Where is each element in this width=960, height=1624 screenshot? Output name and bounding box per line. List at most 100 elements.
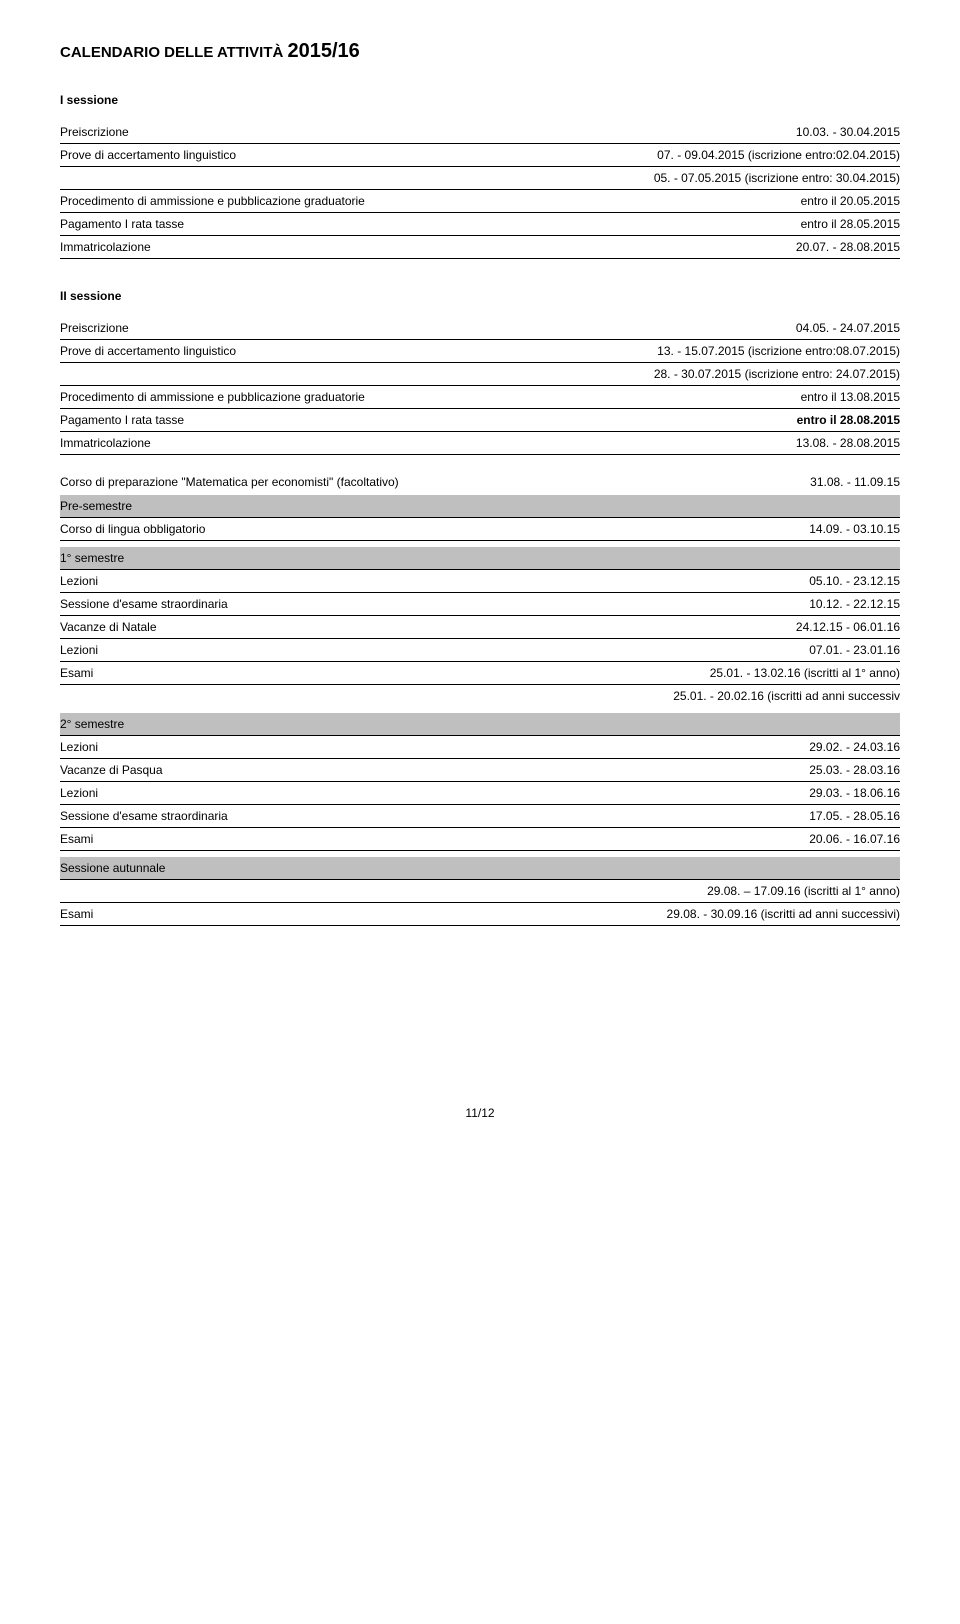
row-label: Lezioni (60, 736, 605, 759)
row-label (60, 363, 525, 386)
row-value: 29.08. – 17.09.16 (iscritti al 1° anno) (165, 880, 900, 903)
row-label: Lezioni (60, 570, 417, 593)
table-row: Pagamento I rata tasseentro il 28.05.201… (60, 213, 900, 236)
table-row: Lezioni05.10. - 23.12.15 (60, 570, 900, 593)
row-value: 05.10. - 23.12.15 (417, 570, 900, 593)
session-1-table: Preiscrizione10.03. - 30.04.2015Prove di… (60, 121, 900, 259)
row-label: Prove di accertamento linguistico (60, 144, 525, 167)
row-value: 17.05. - 28.05.16 (605, 805, 900, 828)
table-row: Procedimento di ammissione e pubblicazio… (60, 386, 900, 409)
table-row: Immatricolazione13.08. - 28.08.2015 (60, 432, 900, 455)
table-row: Vacanze di Natale24.12.15 - 06.01.16 (60, 616, 900, 639)
row-value: 29.02. - 24.03.16 (605, 736, 900, 759)
semestre-2-table: 2° semestreLezioni29.02. - 24.03.16Vacan… (60, 713, 900, 851)
session-1-heading: I sessione (60, 93, 900, 107)
row-value: 29.08. - 30.09.16 (iscritti ad anni succ… (165, 903, 900, 926)
row-label: Prove di accertamento linguistico (60, 340, 525, 363)
table-row: Prove di accertamento linguistico13. - 1… (60, 340, 900, 363)
table-row: 28. - 30.07.2015 (iscrizione entro: 24.0… (60, 363, 900, 386)
title-text-2: 2015/16 (288, 40, 360, 62)
section-header-row: 1° semestre (60, 547, 900, 570)
row-label: Vacanze di Natale (60, 616, 417, 639)
table-row: 05. - 07.05.2015 (iscrizione entro: 30.0… (60, 167, 900, 190)
pre-semestre-table: Pre-semestreCorso di lingua obbligatorio… (60, 495, 900, 541)
row-label: Sessione d'esame straordinaria (60, 593, 417, 616)
table-row: Lezioni07.01. - 23.01.16 (60, 639, 900, 662)
table-row: Vacanze di Pasqua25.03. - 28.03.16 (60, 759, 900, 782)
table-row: Procedimento di ammissione e pubblicazio… (60, 190, 900, 213)
row-label: Immatricolazione (60, 432, 525, 455)
row-value: 10.03. - 30.04.2015 (525, 121, 900, 144)
row-value: 29.03. - 18.06.16 (605, 782, 900, 805)
row-label: Esami (60, 662, 417, 685)
row-value: 28. - 30.07.2015 (iscrizione entro: 24.0… (525, 363, 900, 386)
row-label (60, 880, 165, 903)
table-row: Esami29.08. - 30.09.16 (iscritti ad anni… (60, 903, 900, 926)
title-text-1: CALENDARIO DELLE ATTIVITÀ (60, 44, 288, 61)
section-header: Pre-semestre (60, 495, 900, 518)
table-row: Prove di accertamento linguistico07. - 0… (60, 144, 900, 167)
section-header-row: Sessione autunnale (60, 857, 900, 880)
section-header: 1° semestre (60, 547, 900, 570)
row-label: Lezioni (60, 782, 605, 805)
row-value: 04.05. - 24.07.2015 (525, 317, 900, 340)
row-value: 13. - 15.07.2015 (iscrizione entro:08.07… (525, 340, 900, 363)
row-label: Preiscrizione (60, 317, 525, 340)
table-row: 29.08. – 17.09.16 (iscritti al 1° anno) (60, 880, 900, 903)
row-label (60, 167, 525, 190)
table-row: Lezioni29.02. - 24.03.16 (60, 736, 900, 759)
table-row: Corso di lingua obbligatorio14.09. - 03.… (60, 518, 900, 541)
prep-course-value: 31.08. - 11.09.15 (810, 475, 900, 489)
page-title: CALENDARIO DELLE ATTIVITÀ 2015/16 (60, 40, 900, 63)
row-label: Esami (60, 828, 605, 851)
row-value: 05. - 07.05.2015 (iscrizione entro: 30.0… (525, 167, 900, 190)
table-row: 25.01. - 20.02.16 (iscritti ad anni succ… (60, 685, 900, 708)
session-2-table: Preiscrizione04.05. - 24.07.2015Prove di… (60, 317, 900, 455)
row-label: Esami (60, 903, 165, 926)
row-value: 20.06. - 16.07.16 (605, 828, 900, 851)
row-value: 25.01. - 20.02.16 (iscritti ad anni succ… (417, 685, 900, 708)
row-value: 25.01. - 13.02.16 (iscritti al 1° anno) (417, 662, 900, 685)
row-value: entro il 20.05.2015 (525, 190, 900, 213)
section-header-row: 2° semestre (60, 713, 900, 736)
row-value: 14.09. - 03.10.15 (577, 518, 900, 541)
row-value: entro il 13.08.2015 (525, 386, 900, 409)
table-row: Esami25.01. - 13.02.16 (iscritti al 1° a… (60, 662, 900, 685)
section-header: 2° semestre (60, 713, 900, 736)
table-row: Esami20.06. - 16.07.16 (60, 828, 900, 851)
section-header-row: Pre-semestre (60, 495, 900, 518)
table-row: Lezioni29.03. - 18.06.16 (60, 782, 900, 805)
row-value: 20.07. - 28.08.2015 (525, 236, 900, 259)
table-row: Preiscrizione04.05. - 24.07.2015 (60, 317, 900, 340)
row-value: 25.03. - 28.03.16 (605, 759, 900, 782)
table-row: Preiscrizione10.03. - 30.04.2015 (60, 121, 900, 144)
prep-course-label: Corso di preparazione "Matematica per ec… (60, 475, 399, 489)
row-value: 10.12. - 22.12.15 (417, 593, 900, 616)
row-value: 13.08. - 28.08.2015 (525, 432, 900, 455)
row-value: entro il 28.08.2015 (525, 409, 900, 432)
prep-course-row: Corso di preparazione "Matematica per ec… (60, 475, 900, 489)
row-value: 24.12.15 - 06.01.16 (417, 616, 900, 639)
table-row: Pagamento I rata tasseentro il 28.08.201… (60, 409, 900, 432)
row-label: Sessione d'esame straordinaria (60, 805, 605, 828)
row-label: Pagamento I rata tasse (60, 213, 525, 236)
table-row: Sessione d'esame straordinaria10.12. - 2… (60, 593, 900, 616)
row-label: Lezioni (60, 639, 417, 662)
row-label (60, 685, 417, 708)
row-value: 07. - 09.04.2015 (iscrizione entro:02.04… (525, 144, 900, 167)
row-value: entro il 28.05.2015 (525, 213, 900, 236)
row-label: Vacanze di Pasqua (60, 759, 605, 782)
autumn-session-table: Sessione autunnale29.08. – 17.09.16 (isc… (60, 857, 900, 926)
row-label: Pagamento I rata tasse (60, 409, 525, 432)
table-row: Sessione d'esame straordinaria17.05. - 2… (60, 805, 900, 828)
row-label: Procedimento di ammissione e pubblicazio… (60, 190, 525, 213)
page-number: 11/12 (60, 1106, 900, 1120)
section-header: Sessione autunnale (60, 857, 900, 880)
row-label: Procedimento di ammissione e pubblicazio… (60, 386, 525, 409)
session-2-heading: II sessione (60, 289, 900, 303)
semestre-1-table: 1° semestreLezioni05.10. - 23.12.15Sessi… (60, 547, 900, 707)
row-label: Immatricolazione (60, 236, 525, 259)
row-value: 07.01. - 23.01.16 (417, 639, 900, 662)
table-row: Immatricolazione20.07. - 28.08.2015 (60, 236, 900, 259)
row-label: Preiscrizione (60, 121, 525, 144)
